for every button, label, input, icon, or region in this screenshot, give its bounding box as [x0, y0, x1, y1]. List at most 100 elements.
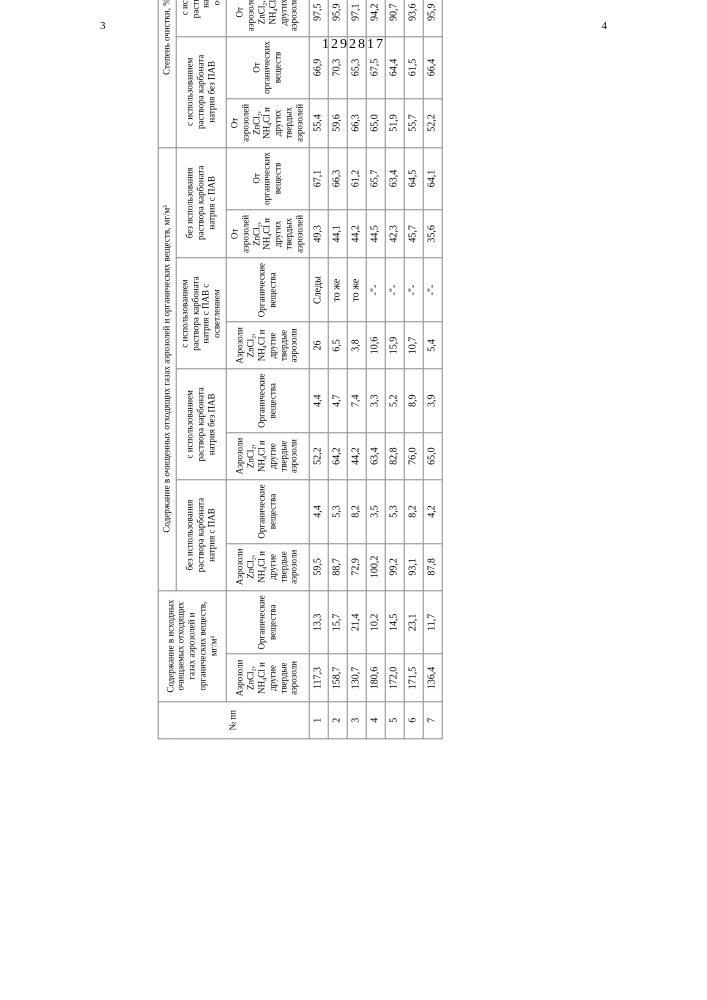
header-group3: Степень очистки, % — [158, 0, 176, 147]
cell-c10: 61,2 — [347, 147, 366, 209]
header-group2: Содержание в очищенных отходящих газах а… — [158, 147, 176, 590]
cell-c6: 3,9 — [423, 369, 442, 433]
cell-c10: 65,7 — [366, 147, 385, 209]
cell-c10: 66,3 — [328, 147, 347, 209]
cell-c5: 65,0 — [423, 433, 442, 480]
cell-c8: Следы — [309, 258, 328, 322]
cell-n: 5 — [385, 702, 404, 739]
cell-c4: 8,2 — [404, 480, 423, 544]
header-g2b: с использованием раствора карбоната натр… — [176, 369, 226, 480]
cell-c7: 5,4 — [423, 322, 442, 369]
cell-c5: 52,2 — [309, 433, 328, 480]
cell-c3: 100,2 — [366, 543, 385, 590]
cell-c2: 13,3 — [309, 590, 328, 654]
cell-c6: 7,4 — [347, 369, 366, 433]
cell-c10: 64,5 — [404, 147, 423, 209]
cell-c13: 90,7 — [385, 0, 404, 36]
cell-c9: 45,7 — [404, 210, 423, 259]
cell-n: 1 — [309, 702, 328, 739]
header-group1: Содержание в исходных очищаемых отходящи… — [158, 590, 226, 701]
cell-n: 2 — [328, 702, 347, 739]
cell-c3: 72,9 — [347, 543, 366, 590]
header-g3b: с использованием раствора карбоната натр… — [176, 0, 226, 36]
cell-c11: 55,7 — [404, 99, 423, 148]
cell-c8: то же — [328, 258, 347, 322]
cell-c4: 3,5 — [366, 480, 385, 544]
cell-c9: 44,2 — [347, 210, 366, 259]
sub-aero-7: От аэрозолей ZnCl₂, NH₄Cl других аэрозол… — [226, 0, 309, 36]
cell-c9: 35,6 — [423, 210, 442, 259]
cell-c6: 4,4 — [309, 369, 328, 433]
cell-c1: 171,5 — [404, 654, 423, 702]
header-g2a: без использования раствора карбоната нат… — [176, 480, 226, 591]
cell-c11: 66,3 — [347, 99, 366, 148]
cell-c11: 55,4 — [309, 99, 328, 148]
cell-c3: 88,7 — [328, 543, 347, 590]
table-row: 5172,014,599,25,382,85,215,9-"-42,363,45… — [385, 0, 404, 739]
sub-org-2: Органические вещества — [226, 480, 309, 544]
cell-c8: -"- — [423, 258, 442, 322]
cell-n: 3 — [347, 702, 366, 739]
data-table: № пп Содержание в исходных очищаемых отх… — [158, 0, 443, 739]
cell-c11: 65,0 — [366, 99, 385, 148]
cell-c8: -"- — [404, 258, 423, 322]
cell-c10: 64,1 — [423, 147, 442, 209]
cell-c3: 87,8 — [423, 543, 442, 590]
cell-c1: 172,0 — [385, 654, 404, 702]
header-g2c: с использованием раствора карбоната натр… — [176, 258, 226, 369]
cell-c2: 11,7 — [423, 590, 442, 654]
table-body: 1117,313,359,54,452,24,426Следы49,367,15… — [309, 0, 442, 739]
cell-c12: 67,5 — [366, 36, 385, 98]
cell-c13: 97,1 — [347, 0, 366, 36]
cell-c2: 21,4 — [347, 590, 366, 654]
sub-aero-1: Аэрозоли ZnCl₂, NH₄Cl и другие твердые а… — [226, 654, 309, 702]
sub-aero-6: От аэрозолей ZnCl₂, NH₄Cl и других тверд… — [226, 99, 309, 148]
cell-c3: 59,5 — [309, 543, 328, 590]
cell-c5: 44,2 — [347, 433, 366, 480]
cell-c1: 130,7 — [347, 654, 366, 702]
cell-c11: 52,2 — [423, 99, 442, 148]
cell-c8: -"- — [366, 258, 385, 322]
header-num: № пп — [158, 702, 309, 739]
sub-org-6: От органических веществ — [226, 36, 309, 98]
cell-c6: 8,9 — [404, 369, 423, 433]
cell-c9: 44,5 — [366, 210, 385, 259]
header-g3a: с использованием раствора карбоната натр… — [176, 36, 226, 147]
cell-c2: 10,2 — [366, 590, 385, 654]
cell-c12: 61,5 — [404, 36, 423, 98]
sub-aero-4: Аэрозоли ZnCl₂, NH₄Cl и другие твердые а… — [226, 322, 309, 369]
cell-c7: 3,8 — [347, 322, 366, 369]
cell-c6: 4,7 — [328, 369, 347, 433]
cell-c3: 93,1 — [404, 543, 423, 590]
cell-c9: 49,3 — [309, 210, 328, 259]
sub-org-1: Органические вещества — [226, 590, 309, 654]
cell-c12: 70,3 — [328, 36, 347, 98]
sub-org-5: От органических веществ — [226, 147, 309, 209]
sub-org-4: Органические вещества — [226, 258, 309, 322]
cell-c2: 15,7 — [328, 590, 347, 654]
cell-c7: 10,6 — [366, 322, 385, 369]
cell-c7: 10,7 — [404, 322, 423, 369]
cell-c4: 5,3 — [385, 480, 404, 544]
cell-c4: 4,4 — [309, 480, 328, 544]
cell-n: 6 — [404, 702, 423, 739]
cell-c5: 76,0 — [404, 433, 423, 480]
cell-c5: 82,8 — [385, 433, 404, 480]
cell-c4: 8,2 — [347, 480, 366, 544]
cell-c4: 5,3 — [328, 480, 347, 544]
table-container: № пп Содержание в исходных очищаемых отх… — [158, 0, 443, 739]
cell-c8: -"- — [385, 258, 404, 322]
cell-c10: 67,1 — [309, 147, 328, 209]
table-row: 4180,610,2100,23,563,43,310,6-"-44,565,7… — [366, 0, 385, 739]
cell-c12: 66,9 — [309, 36, 328, 98]
cell-c13: 95,9 — [328, 0, 347, 36]
table-row: 2158,715,788,75,364,24,76,5то же44,166,3… — [328, 0, 347, 739]
cell-c5: 64,2 — [328, 433, 347, 480]
cell-c12: 65,3 — [347, 36, 366, 98]
cell-c7: 15,9 — [385, 322, 404, 369]
cell-c4: 4,2 — [423, 480, 442, 544]
sub-aero-2: Аэрозоли ZnCl₂, NH₄Cl и другие твердые а… — [226, 543, 309, 590]
cell-c9: 42,3 — [385, 210, 404, 259]
cell-c13: 93,6 — [404, 0, 423, 36]
page-num-left: 3 — [100, 20, 106, 32]
